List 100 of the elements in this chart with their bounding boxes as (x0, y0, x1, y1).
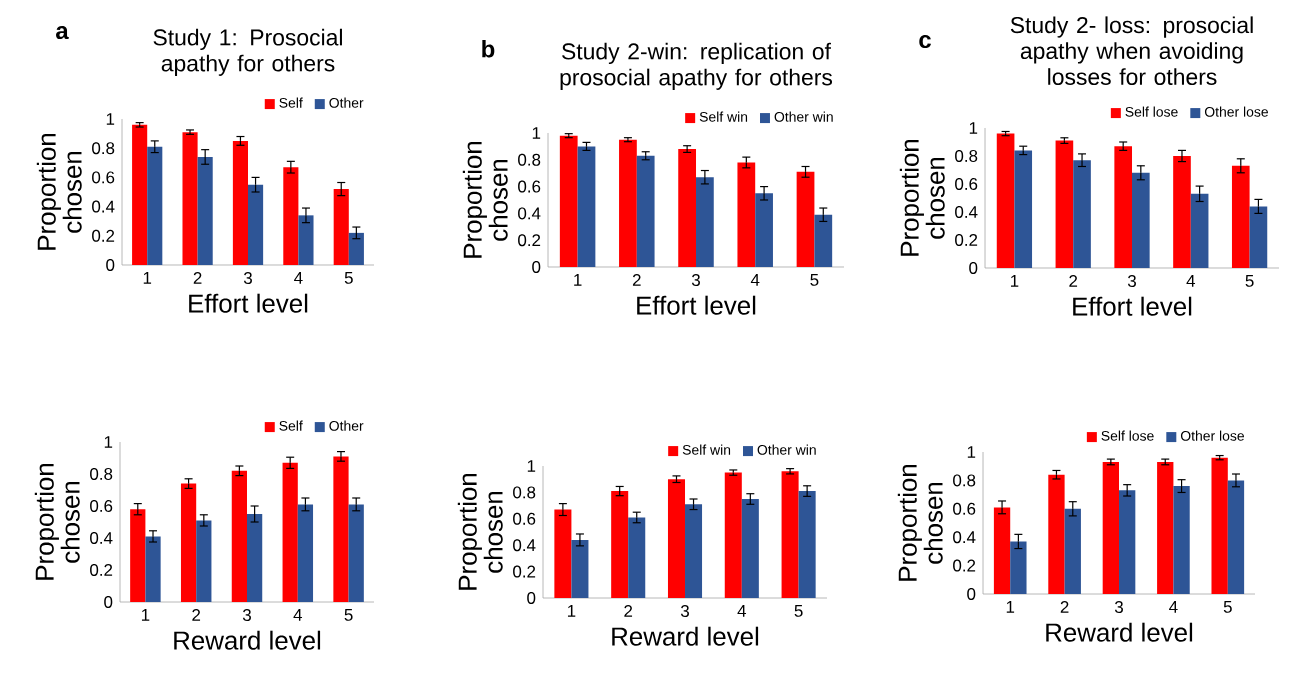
x-tick-label: 1 (143, 272, 152, 284)
x-tick-label: 2 (193, 272, 202, 284)
legend-label: Self lose (1125, 106, 1178, 117)
y-axis-title: Proportion chosen (36, 133, 82, 250)
x-tick-label: 2 (632, 274, 641, 286)
y-axis-title: Proportion chosen (899, 139, 945, 256)
x-tick-label: 4 (1169, 601, 1178, 613)
bar (348, 504, 364, 602)
legend-label: Self (279, 97, 303, 108)
y-tick-label: 0.2 (518, 234, 541, 247)
bar (247, 514, 263, 602)
x-tick-label: 1 (574, 274, 582, 286)
bar (996, 133, 1015, 268)
y-tick-label: 0 (532, 261, 541, 273)
bar (993, 507, 1011, 594)
x-tick-label: 2 (1069, 275, 1078, 287)
bar (282, 462, 298, 602)
x-axis-title: Effort level (637, 295, 756, 315)
y-axis-title: Proportion chosen (897, 464, 943, 581)
x-tick-label: 1 (567, 605, 576, 617)
bar (1173, 486, 1190, 594)
x-tick-label: 3 (1127, 275, 1136, 288)
x-tick-label: 4 (737, 605, 747, 617)
legend-label: Other (329, 420, 364, 431)
y-tick-label: 0.6 (92, 171, 115, 184)
y-tick-label: 0.6 (90, 500, 113, 512)
y-tick-label: 0.8 (955, 150, 978, 162)
y-axis-title: Proportion chosen (457, 473, 503, 590)
bar (182, 132, 198, 265)
bar (628, 517, 646, 598)
y-tick-label: 0.2 (90, 564, 113, 576)
y-axis-title: Proportion chosen (34, 463, 80, 580)
y-tick-label: 0.8 (92, 142, 115, 155)
y-tick-label: 0 (969, 262, 978, 274)
legend-label: Self win (699, 111, 748, 122)
bar (1102, 461, 1120, 594)
x-tick-label: 3 (680, 605, 689, 618)
x-tick-label: 3 (1114, 601, 1123, 614)
bar (554, 509, 572, 598)
bar (559, 135, 578, 267)
bar (1010, 541, 1027, 594)
bar (724, 472, 742, 598)
x-tick-label: 5 (344, 609, 353, 621)
bar (231, 470, 247, 602)
y-tick-label: 0.2 (513, 565, 536, 578)
bar (348, 232, 364, 265)
bar (1014, 150, 1033, 268)
bar (1132, 172, 1150, 268)
x-tick-label: 3 (242, 609, 251, 622)
bar (1231, 165, 1250, 268)
legend-label: Other lose (1180, 430, 1244, 441)
x-tick-label: 1 (141, 609, 150, 621)
legend-label: Other lose (1204, 106, 1268, 117)
y-tick-label: 0.4 (90, 532, 113, 544)
x-axis-title: Reward level (612, 626, 759, 646)
text: c (919, 35, 931, 49)
y-tick-label: 0.8 (513, 486, 536, 499)
x-axis-title: Effort level (189, 293, 308, 313)
x-tick-label: 4 (293, 609, 303, 621)
bar (1055, 140, 1074, 268)
bar (333, 189, 349, 265)
bar (232, 140, 248, 265)
y-tick-label: 1 (969, 122, 978, 134)
y-tick-label: 0 (104, 596, 113, 608)
y-tick-label: 0.6 (955, 178, 978, 190)
bar (696, 177, 714, 267)
text: b (482, 40, 495, 58)
legend-label: Other win (757, 444, 816, 455)
bar (667, 479, 686, 598)
y-tick-label: 1 (532, 127, 541, 139)
bar (283, 167, 299, 265)
y-tick-label: 0 (106, 259, 115, 271)
x-axis-title: Effort level (1073, 296, 1192, 316)
y-tick-label: 0.8 (953, 474, 976, 487)
bar (1114, 146, 1133, 268)
x-tick-label: 5 (1245, 275, 1254, 287)
x-tick-label: 5 (794, 605, 803, 617)
bar (781, 471, 799, 598)
bar (571, 539, 589, 598)
y-tick-label: 0.8 (90, 468, 113, 480)
y-tick-label: 1 (106, 113, 115, 125)
bar (132, 124, 148, 265)
y-tick-label: 1 (104, 436, 113, 448)
y-tick-label: 0.2 (953, 559, 976, 572)
x-tick-label: 1 (1006, 601, 1015, 613)
y-tick-label: 0.8 (518, 153, 541, 166)
chart-title: Study 2- loss: prosocial apathy when avoiding losses for others (1010, 16, 1253, 85)
x-axis-title: Reward level (1046, 622, 1193, 642)
bar (737, 162, 756, 267)
chart-title: Study 2-win: replication of prosocial apathy for others (560, 42, 833, 90)
bar (147, 146, 163, 265)
bar (197, 156, 213, 265)
x-tick-label: 5 (344, 272, 353, 284)
x-tick-label: 5 (1223, 601, 1232, 613)
bar (180, 483, 197, 602)
bar (577, 146, 596, 267)
bar (298, 215, 314, 265)
y-tick-label: 0.2 (92, 229, 115, 242)
y-tick-label: 0.4 (953, 531, 976, 544)
y-tick-label: 0.2 (955, 234, 978, 246)
